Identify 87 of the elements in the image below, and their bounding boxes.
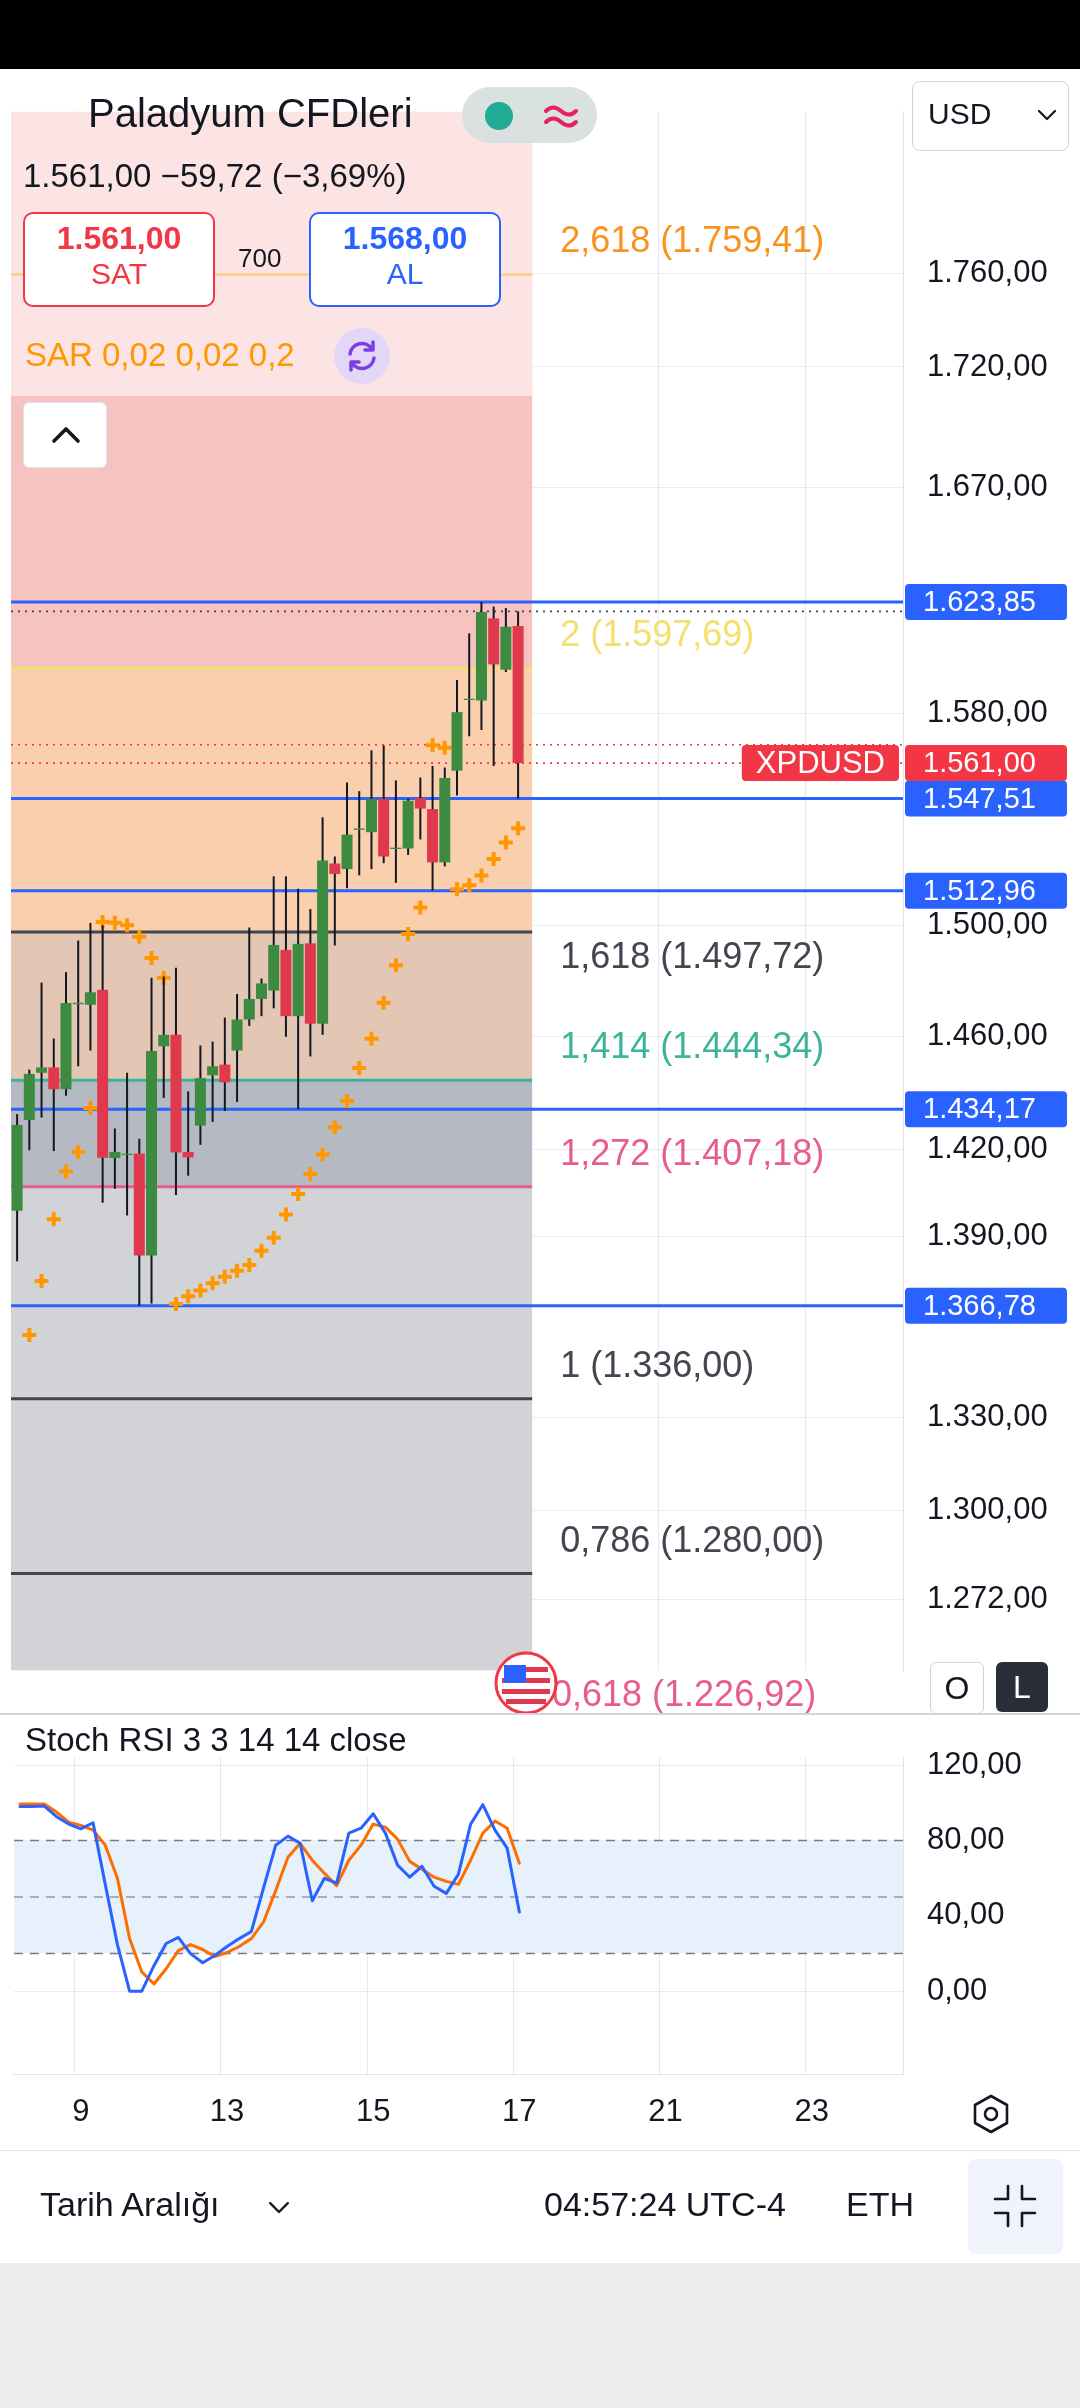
- point: [203, 1274, 222, 1293]
- text: ETH: [846, 2185, 914, 2224]
- text: O: [930, 1662, 984, 1714]
- point: [228, 1261, 247, 1280]
- chart-title: Paladyum CFDleri: [88, 91, 413, 136]
- annotation: 1.568,00: [341, 220, 469, 257]
- text: L: [996, 1662, 1048, 1712]
- candlestick: [109, 1127, 121, 1190]
- y-tick-label: 1.390,00: [927, 1217, 1048, 1253]
- point: [105, 913, 124, 932]
- point: [362, 1029, 381, 1048]
- y-tick-label: 1.670,00: [927, 468, 1048, 503]
- x-tick-label: 9: [72, 2093, 90, 2129]
- annotation: SAT: [89, 257, 149, 291]
- text: USD: [928, 97, 992, 131]
- point: [118, 916, 137, 935]
- ref-line-label: 1 (1.336,00): [560, 1343, 755, 1385]
- point: [130, 927, 149, 946]
- ref-line-label: 1,618 (1.497,72): [560, 935, 825, 977]
- ref-line-label: 1,272 (1.407,18): [560, 1131, 825, 1173]
- text: 04:57:24 UTC-4: [544, 2185, 786, 2224]
- ref-line-label: 1.561,00: [923, 746, 1036, 779]
- x-tick-label: 13: [209, 2093, 245, 2129]
- candlestick: [414, 776, 426, 841]
- y-tick-label: 120,00: [927, 1745, 1022, 1781]
- y-tick-label: 1.420,00: [927, 1130, 1048, 1166]
- point: [215, 1267, 234, 1286]
- point: [435, 738, 454, 757]
- annotation: AL: [385, 257, 425, 291]
- point: [179, 1287, 198, 1306]
- x-tick-label: 21: [648, 2093, 683, 2129]
- point: [20, 1326, 39, 1344]
- point: [448, 880, 466, 899]
- candlestick: [182, 1090, 194, 1177]
- point: [509, 819, 528, 838]
- point: [374, 993, 393, 1012]
- candlestick: [243, 926, 255, 1027]
- y-tick-label: 1.460,00: [927, 1016, 1048, 1052]
- candlestick: [329, 855, 341, 947]
- y-tick-label: 1.330,00: [927, 1397, 1048, 1433]
- point: [264, 1228, 283, 1247]
- point: [496, 833, 515, 852]
- point: [44, 1210, 63, 1229]
- annotation: XPDUSD: [755, 744, 886, 780]
- ref-line-label: 1.366,78: [923, 1288, 1036, 1321]
- ref-line-label: 1.512,96: [923, 873, 1036, 906]
- ref-line-label: 1,414 (1.444,34): [560, 1025, 825, 1067]
- point: [313, 1145, 332, 1164]
- point: [276, 1205, 295, 1224]
- y-tick-label: 1.500,00: [927, 906, 1048, 942]
- candlestick: [219, 1016, 231, 1113]
- ref-line-label: 2,618 (1.759,41): [560, 219, 825, 261]
- ref-line-label: 0,786 (1.280,00): [560, 1518, 825, 1560]
- candlestick: [158, 975, 170, 1099]
- text: 0,618 (1.226,92): [552, 1673, 817, 1715]
- y-tick-label: 1.580,00: [927, 694, 1048, 730]
- y-tick-label: 0,00: [927, 1971, 988, 2007]
- x-tick-label: 23: [794, 2093, 829, 2129]
- point: [472, 866, 491, 885]
- annotation: 700: [238, 243, 282, 274]
- x-tick-label: 15: [355, 2093, 391, 2129]
- y-tick-label: 40,00: [927, 1896, 1005, 1932]
- ref-line-label: 1.434,17: [923, 1092, 1036, 1125]
- text: SAR 0,02 0,02 0,2: [25, 336, 295, 374]
- ref-line-label: 1.623,85: [923, 584, 1036, 617]
- y-tick-label: 1.300,00: [927, 1490, 1048, 1526]
- point: [386, 956, 405, 975]
- candlestick: [207, 1040, 219, 1123]
- annotation: 1.561,00: [55, 220, 183, 257]
- point: [252, 1241, 271, 1260]
- point: [325, 1118, 344, 1137]
- y-tick-label: 1.272,00: [927, 1579, 1048, 1615]
- point: [423, 736, 442, 755]
- y-tick-label: 1.720,00: [927, 347, 1048, 383]
- x-tick-label: 17: [502, 2093, 537, 2129]
- ref-line-label: 1.547,51: [923, 781, 1036, 814]
- point: [411, 898, 430, 917]
- ref-line-label: 2 (1.597,69): [560, 613, 755, 655]
- chart-title: Stoch RSI 3 3 14 14 close: [25, 1721, 407, 1759]
- point: [191, 1281, 210, 1300]
- y-tick-label: 80,00: [927, 1821, 1005, 1857]
- y-tick-label: 1.760,00: [927, 253, 1048, 289]
- candlestick: [36, 981, 48, 1119]
- point: [460, 876, 479, 895]
- text: 1.561,00 −59,72 (−3,69%): [23, 157, 407, 195]
- candlestick: [48, 1037, 60, 1153]
- text: Tarih Aralığı: [40, 2185, 220, 2224]
